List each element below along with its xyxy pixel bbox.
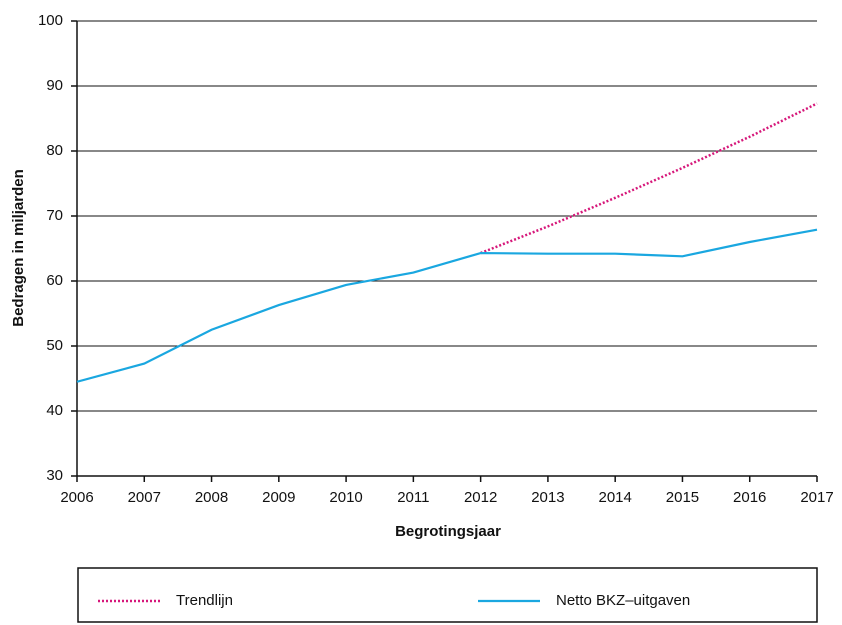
y-tick-label: 100 [38, 12, 63, 29]
x-tick-label: 2011 [397, 489, 429, 506]
x-tick-label: 2015 [666, 489, 699, 506]
x-tick-label: 2010 [329, 489, 362, 506]
legend-label: Netto BKZ–uitgaven [556, 592, 690, 609]
y-tick-label: 70 [46, 207, 63, 224]
y-axis-label: Bedragen in miljarden [10, 169, 27, 327]
y-tick-label: 80 [46, 142, 63, 159]
y-tick-label: 50 [46, 337, 63, 354]
x-tick-label: 2009 [262, 489, 295, 506]
series-line [480, 102, 818, 255]
y-tick-label: 60 [46, 272, 63, 289]
x-tick-label: 2017 [800, 489, 833, 506]
y-tick-label: 90 [46, 77, 63, 94]
legend-box [77, 567, 818, 623]
legend-label: Trendlijn [176, 592, 233, 609]
series-line [76, 228, 818, 383]
x-tick-label: 2008 [195, 489, 228, 506]
y-tick-label: 30 [46, 467, 63, 484]
y-tick-label: 40 [46, 402, 63, 419]
x-tick-label: 2013 [531, 489, 564, 506]
x-tick-label: 2016 [733, 489, 766, 506]
x-tick-label: 2006 [60, 489, 93, 506]
x-axis-label: Begrotingsjaar [395, 523, 501, 540]
x-tick-label: 2014 [598, 489, 631, 506]
x-tick-label: 2012 [464, 489, 497, 506]
x-tick-label: 2007 [128, 489, 161, 506]
